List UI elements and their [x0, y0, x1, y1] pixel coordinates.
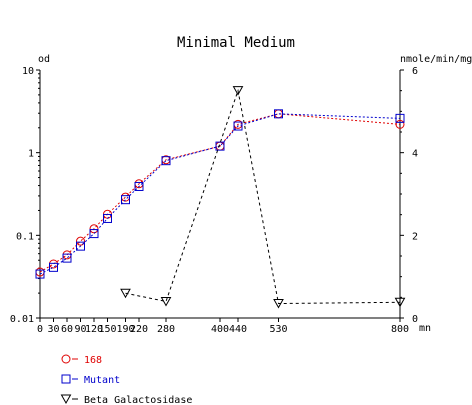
x-tick-label: 60	[61, 324, 73, 335]
plot-frame	[39, 70, 401, 319]
y-left-tick-label: 0.01	[10, 314, 34, 325]
chart-title: Minimal Medium	[177, 35, 295, 51]
x-tick-label: 120	[85, 324, 103, 335]
legend: 168 Mutant Beta Galactosidase	[60, 354, 192, 405]
data-point	[395, 119, 405, 129]
x-unit: mn	[419, 323, 431, 334]
data-point	[49, 262, 58, 272]
legend-label: Beta Galactosidase	[84, 395, 192, 405]
legend-label: 168	[84, 355, 102, 366]
x-tick-label: 30	[47, 324, 59, 335]
data-point	[121, 192, 130, 202]
data-point	[35, 269, 45, 279]
data-point	[232, 86, 244, 96]
series-line-1	[39, 113, 401, 275]
x-tick-label: 800	[391, 324, 409, 335]
y-right-tick-label: 4	[412, 149, 418, 160]
data-point	[120, 288, 131, 299]
series-1	[35, 109, 405, 279]
data-point	[395, 113, 405, 123]
x-tick-label: 280	[157, 324, 175, 335]
y-left-axis: 0.01 0.1 1 10	[10, 66, 40, 325]
data-point	[76, 241, 85, 251]
data-point	[62, 250, 72, 260]
y-left-tick-label: 10	[22, 66, 34, 77]
legend-marker	[61, 354, 71, 364]
series-line-0	[39, 113, 401, 273]
series-line-2	[125, 88, 401, 305]
data-point	[89, 224, 99, 234]
data-point	[121, 195, 130, 205]
y-left-tick-label: 0.1	[16, 231, 34, 242]
data-point	[62, 253, 72, 263]
y-right-tick-label: 0	[412, 314, 418, 325]
x-tick-label: 150	[98, 324, 116, 335]
y-left-unit: od	[38, 54, 50, 65]
data-point	[215, 141, 225, 151]
data-point	[76, 236, 85, 246]
data-point	[103, 213, 112, 223]
x-tick-label: 220	[130, 324, 148, 335]
legend-item-1: Mutant	[61, 374, 120, 386]
data-point	[49, 259, 58, 269]
y-right-tick-label: 2	[412, 231, 418, 242]
x-tick-label: 440	[229, 324, 247, 335]
series-layer	[35, 86, 406, 309]
legend-marker	[60, 394, 72, 405]
legend-label: Mutant	[84, 375, 120, 386]
legend-marker	[61, 374, 71, 384]
y-right-tick-label: 6	[412, 66, 418, 77]
series-2	[120, 86, 406, 309]
data-point	[161, 156, 171, 166]
data-point	[394, 297, 406, 308]
x-tick-label: 530	[269, 324, 287, 335]
y-left-tick-label: 1	[28, 149, 34, 160]
x-tick-label: 190	[116, 324, 134, 335]
legend-item-2: Beta Galactosidase	[60, 394, 192, 405]
x-tick-label: 0	[37, 324, 43, 335]
data-point	[233, 121, 243, 131]
data-point	[89, 229, 99, 239]
data-point	[273, 299, 284, 309]
y-right-unit: nmole/min/mg	[400, 54, 472, 65]
legend-item-0: 168	[61, 354, 102, 366]
y-right-axis: 0 2 4 6	[400, 66, 418, 325]
x-tick-label: 90	[74, 324, 86, 335]
series-0	[35, 109, 405, 277]
data-point	[134, 181, 144, 191]
data-point	[274, 109, 283, 119]
x-tick-label: 400	[211, 324, 229, 335]
data-point	[160, 296, 172, 307]
